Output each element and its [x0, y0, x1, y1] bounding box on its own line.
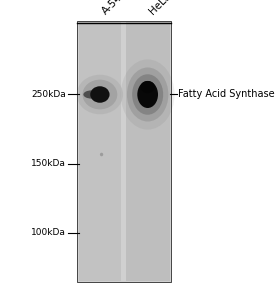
Ellipse shape [132, 74, 163, 115]
Ellipse shape [83, 90, 100, 99]
Ellipse shape [121, 59, 174, 130]
Text: 250kDa: 250kDa [31, 90, 66, 99]
Ellipse shape [100, 153, 103, 156]
Text: 150kDa: 150kDa [31, 159, 66, 168]
Bar [126, 22, 170, 281]
Ellipse shape [140, 81, 155, 93]
Ellipse shape [127, 68, 168, 122]
Text: Fatty Acid Synthase (FASN): Fatty Acid Synthase (FASN) [178, 89, 276, 100]
Text: 100kDa: 100kDa [31, 228, 66, 237]
Text: A-549: A-549 [100, 0, 129, 16]
Ellipse shape [83, 80, 117, 109]
Text: HeLa: HeLa [148, 0, 173, 16]
Ellipse shape [77, 75, 123, 114]
Ellipse shape [137, 81, 158, 108]
Bar [77, 21, 171, 282]
Bar [79, 22, 121, 281]
Ellipse shape [90, 86, 110, 103]
